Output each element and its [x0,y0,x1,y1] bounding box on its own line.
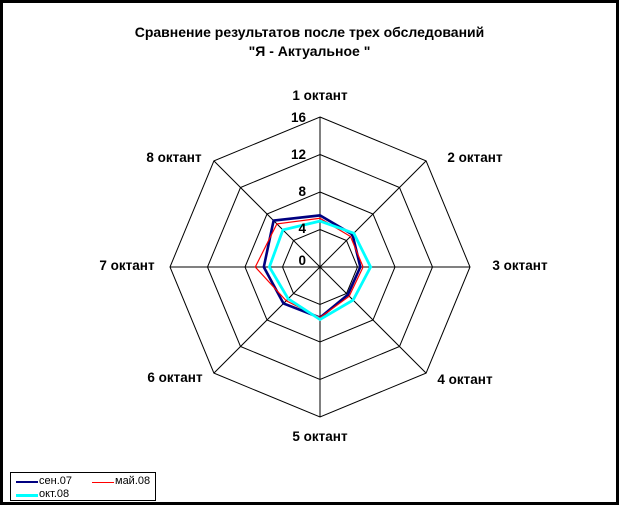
octant-label-2: 2 октант [447,150,503,165]
octant-label-4: 4 октант [437,372,493,387]
axis-tick-8: 8 [298,184,306,199]
series-окт.08 [267,219,373,322]
radar-chart [169,116,471,418]
legend-label-sen07: сен.07 [39,475,72,487]
octant-label-5: 5 октант [292,429,348,444]
radar-gridline-4 [281,228,359,306]
legend-label-okt08: окт.08 [39,488,70,500]
octant-label-1: 1 октант [292,88,348,103]
axis-tick-0: 0 [298,253,306,268]
radar-gridline-12 [206,153,434,381]
axis-tick-4: 4 [298,221,306,236]
legend-line-okt08 [16,494,38,497]
legend-line-sen07 [16,481,38,483]
legend-label-maj08: май.08 [115,475,151,487]
radar-gridline-8 [244,191,396,343]
legend: сен.07 май.08 окт.08 [10,472,156,501]
octant-label-7: 7 октант [99,258,155,273]
axis-tick-16: 16 [290,110,306,125]
legend-line-maj08 [92,482,114,483]
chart-title-line2: "Я - Актуальное " [248,43,371,59]
radar-gridline-16 [169,116,471,418]
chart-title-line1: Сравнение результатов после трех обследо… [134,24,485,40]
axis-tick-12: 12 [290,147,306,162]
octant-label-6: 6 октант [147,370,203,385]
octant-label-3: 3 октант [492,258,548,273]
octant-label-8: 8 октант [146,150,202,165]
series-май.08 [254,217,364,319]
